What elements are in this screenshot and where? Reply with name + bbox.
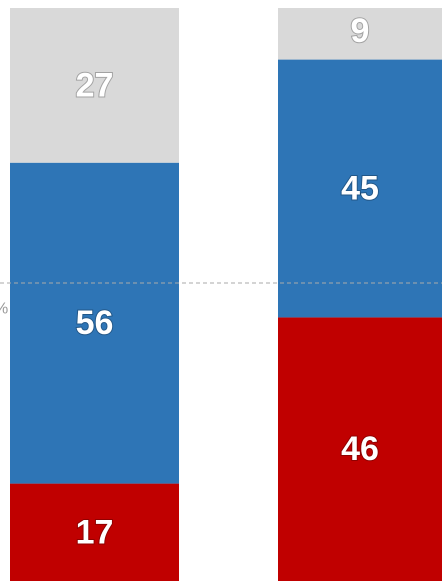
bar-segment [278, 317, 442, 581]
value-label: 45 [341, 169, 379, 207]
bar-segment [10, 483, 179, 581]
bar-segment [278, 8, 442, 60]
value-label: 9 [351, 12, 370, 50]
bar-segment [10, 162, 179, 484]
bar-segment [10, 8, 179, 163]
value-label: 27 [76, 66, 114, 104]
bar-segment [278, 59, 442, 318]
reference-label: % [0, 301, 8, 318]
value-label: 17 [76, 513, 114, 551]
value-label: 56 [76, 304, 114, 342]
value-label: 46 [341, 430, 379, 468]
